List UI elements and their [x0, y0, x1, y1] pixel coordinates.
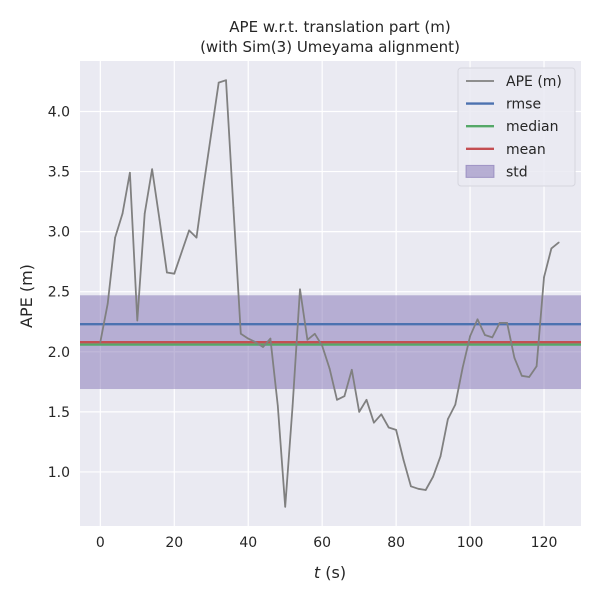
ape-point-37: [373, 421, 375, 424]
legend-label-3: mean: [506, 142, 546, 158]
ape-point-5: [136, 319, 139, 322]
x-axis-label-var: t: [314, 563, 321, 582]
ape-point-1: [106, 302, 109, 305]
ape-point-12: [188, 229, 190, 232]
legend: APE (m) rmse median mean std: [457, 67, 576, 187]
legend-label-0: APE (m): [506, 74, 562, 90]
ape-point-17: [225, 79, 227, 82]
y-tick-label-2: 2.0: [48, 345, 70, 361]
ape-point-44: [424, 489, 427, 491]
ape-point-43: [417, 487, 420, 490]
y-tick-labels: 1.0 1.5 2.0 2.5 3.0 3.5 4.0: [48, 104, 70, 480]
ape-point-29: [313, 332, 316, 335]
ape-point-4: [129, 171, 131, 174]
ape-point-40: [395, 429, 397, 431]
legend-label-1: rmse: [506, 97, 541, 113]
ape-point-41: [402, 459, 405, 461]
ape-point-42: [410, 485, 412, 488]
ape-point-7: [151, 168, 153, 170]
y-tick-label-0: 1.0: [48, 465, 70, 481]
ape-point-52: [484, 334, 486, 336]
x-tick-label-3: 60: [313, 535, 331, 551]
y-tick-label-4: 3.0: [48, 225, 70, 241]
ape-point-10: [173, 272, 176, 275]
ape-point-16: [217, 81, 220, 84]
x-axis-label: t (s): [314, 563, 346, 582]
ape-point-45: [432, 475, 434, 478]
ape-point-20: [247, 337, 250, 340]
ape-point-19: [240, 332, 242, 335]
x-tick-label-2: 40: [239, 535, 257, 551]
x-tick-label-0: 0: [96, 535, 105, 551]
ape-point-38: [380, 413, 383, 416]
ape-point-59: [535, 365, 538, 367]
ape-point-32: [336, 399, 338, 401]
ape-point-15: [210, 132, 213, 134]
ape-point-2: [114, 236, 116, 239]
ape-point-49: [461, 366, 464, 369]
ape-point-25: [284, 505, 287, 508]
ape-point-27: [299, 288, 301, 291]
ape-point-53: [491, 336, 494, 339]
ape-point-39: [387, 426, 390, 429]
ape-point-55: [506, 322, 508, 324]
ape-point-9: [166, 271, 168, 274]
ape-point-51: [476, 318, 479, 321]
ape-point-50: [469, 335, 471, 337]
ape-point-60: [543, 276, 545, 279]
ape-point-23: [269, 337, 272, 340]
x-tick-label-1: 20: [165, 535, 183, 551]
legend-frame: [457, 67, 576, 187]
x-tick-labels: 0 20 40 60 80 100 120: [96, 535, 558, 551]
y-tick-label-1: 1.5: [48, 405, 70, 421]
x-tick-label-5: 100: [457, 535, 484, 551]
ape-point-48: [454, 403, 457, 406]
ape-point-61: [550, 247, 553, 250]
ape-point-56: [513, 356, 516, 359]
ape-point-21: [254, 341, 257, 343]
ape-point-24: [277, 405, 279, 407]
x-tick-label-4: 80: [387, 535, 405, 551]
ape-points: [99, 79, 560, 508]
ape-point-11: [180, 251, 183, 253]
ape-point-13: [195, 236, 198, 239]
ape-point-0: [99, 341, 102, 343]
legend-label-4: std: [506, 164, 528, 180]
ape-point-46: [439, 455, 442, 458]
ape-point-47: [447, 418, 449, 420]
ape-point-34: [350, 368, 353, 371]
chart-title-line-2: (with Sim(3) Umeyama alignment): [200, 38, 460, 56]
ape-point-62: [558, 241, 560, 244]
ape-point-22: [262, 346, 264, 348]
ape-point-33: [343, 395, 346, 398]
y-tick-label-5: 3.5: [48, 165, 70, 181]
ape-point-31: [328, 367, 331, 370]
ape-point-58: [528, 376, 531, 378]
y-tick-label-6: 4.0: [48, 104, 70, 120]
y-axis-label: APE (m): [17, 264, 36, 328]
ape-point-36: [365, 399, 368, 401]
ape-point-30: [321, 344, 323, 347]
ape-point-18: [232, 206, 235, 209]
x-axis-label-unit: (s): [320, 563, 346, 582]
ape-point-28: [306, 338, 309, 341]
ape-point-3: [121, 212, 124, 215]
ape-point-14: [203, 182, 205, 185]
x-tick-label-6: 120: [531, 535, 558, 551]
ape-point-26: [291, 405, 294, 407]
ape-point-57: [521, 375, 523, 377]
y-tick-label-3: 2.5: [48, 285, 70, 301]
legend-label-2: median: [506, 119, 558, 135]
chart-title-line-1: APE w.r.t. translation part (m): [229, 18, 450, 36]
ape-point-54: [498, 322, 501, 324]
ape-point-8: [158, 218, 161, 221]
ape-point-6: [143, 212, 146, 215]
legend-swatch-4: [465, 164, 495, 178]
ape-point-35: [358, 411, 360, 413]
